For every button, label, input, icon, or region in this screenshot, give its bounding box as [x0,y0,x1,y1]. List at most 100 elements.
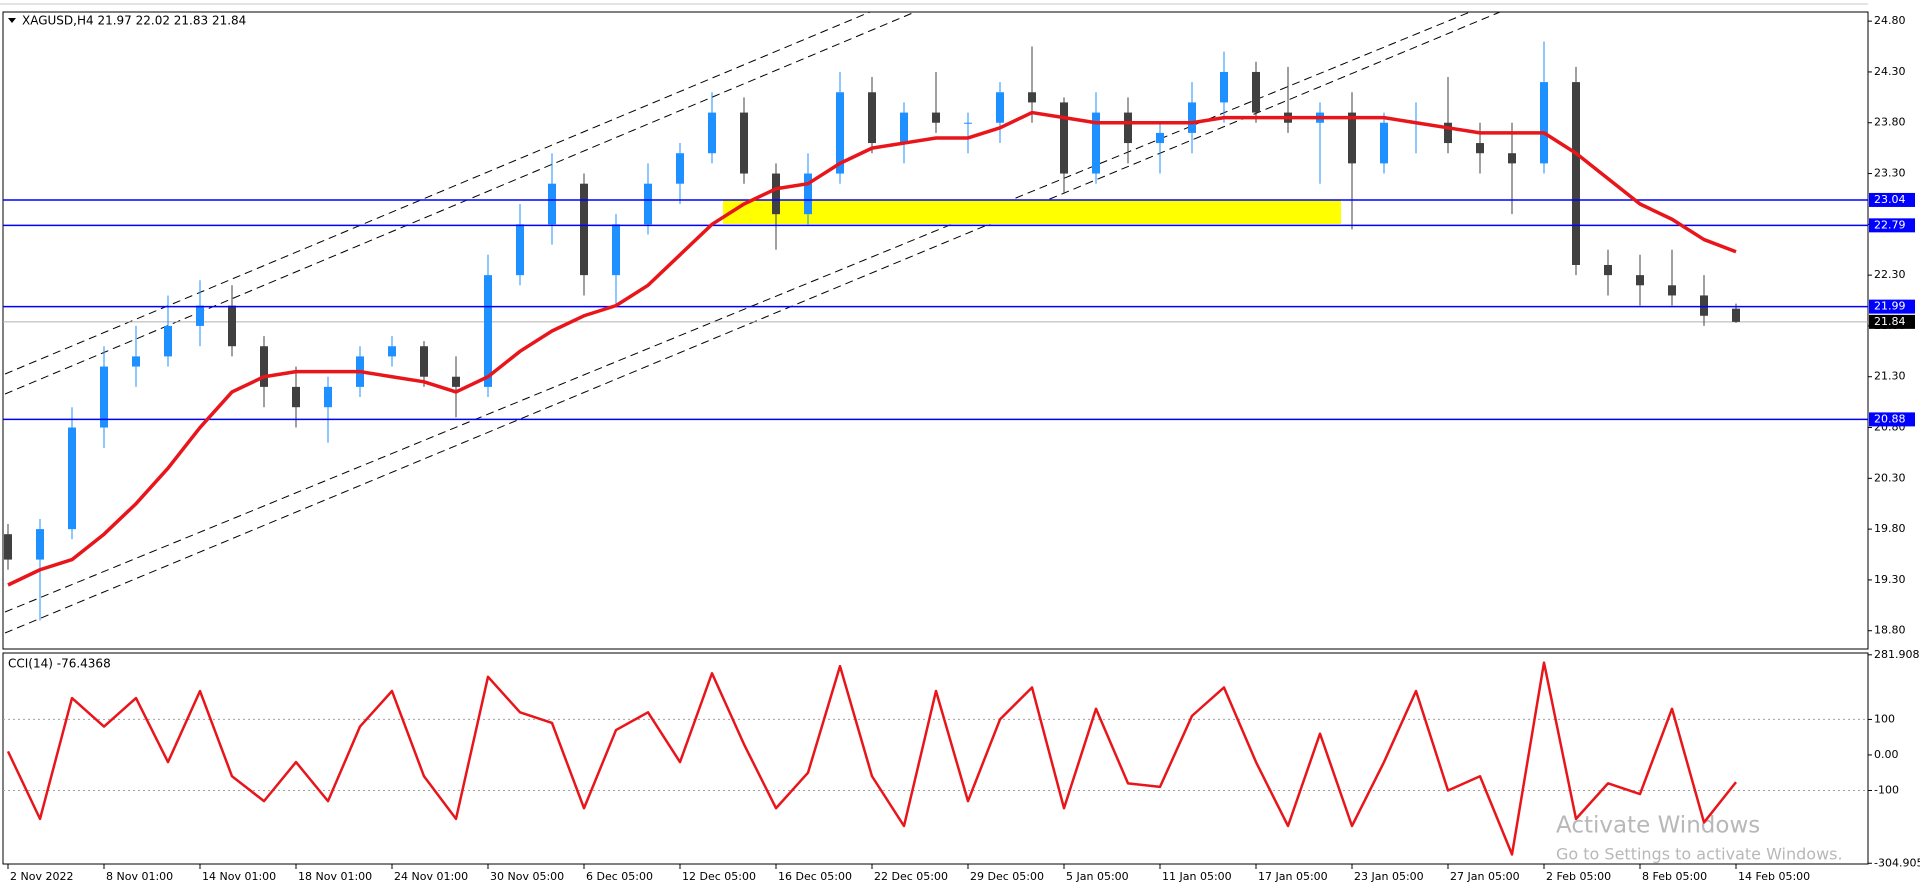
current-price-tag [1869,314,1915,329]
candle-body [836,92,844,174]
candle-body [900,112,908,144]
candle-body [1636,275,1644,286]
candle-body [68,427,76,530]
x-tick-label: 23 Jan 05:00 [1354,870,1424,883]
candle-body [1252,71,1260,113]
candle-body [452,376,460,387]
symbol-header: XAGUSD,H4 21.97 22.02 21.83 21.84 [22,14,246,28]
candle-body [1348,112,1356,164]
candle-body [644,183,652,225]
candle-body [1476,143,1484,154]
x-tick-label: 6 Dec 05:00 [586,870,653,883]
x-tick-label: 14 Feb 05:00 [1738,870,1810,883]
indicator-tick-label: 100 [1874,712,1895,725]
watermark-title: Activate Windows [1556,813,1760,839]
main-pane-frame [2,11,1869,650]
level-label: 23.04 [1874,193,1906,206]
indicator-tick-label: -304.905 [1874,856,1920,869]
candle-body [1092,112,1100,174]
candle-body [1604,264,1612,276]
candle-body [36,529,44,560]
current-price-label: 21.84 [1874,315,1906,328]
x-tick-label: 27 Jan 05:00 [1450,870,1520,883]
candle-body [324,386,332,408]
y-tick-label: 20.30 [1874,471,1906,484]
menu-arrow [8,18,16,23]
candle-body [1540,82,1548,164]
highlight-zone [723,200,1341,224]
x-tick-label: 24 Nov 01:00 [394,870,468,883]
candle-body [996,92,1004,123]
x-tick-label: 18 Nov 01:00 [298,870,372,883]
watermark-subtitle: Go to Settings to activate Windows. [1556,845,1843,864]
channel-line [4,12,1471,613]
candle-body [1508,153,1516,164]
candle-body [1700,295,1708,316]
y-tick-label: 24.80 [1874,14,1906,27]
indicator-title: CCI(14) -76.4368 [8,657,111,671]
candle-body [1124,112,1132,144]
y-tick-label: 24.30 [1874,65,1906,78]
candle-body [1220,71,1228,103]
indicator-tick-label: 0.00 [1874,748,1899,761]
candle-body [228,305,236,347]
candle-body [1156,132,1164,144]
candle-body [420,346,428,377]
candle-body [612,224,620,276]
candle-body [164,325,172,357]
candle-body [484,275,492,387]
candle-body [548,183,556,225]
candle-body [292,386,300,408]
candle-body [708,112,716,154]
channel-lines [4,12,1501,634]
candle-body [1060,102,1068,174]
y-tick-label: 19.30 [1874,573,1906,586]
x-tick-label: 16 Dec 05:00 [778,870,852,883]
x-tick-label: 8 Feb 05:00 [1642,870,1707,883]
candle-body [1380,122,1388,164]
y-tick-label: 19.80 [1874,522,1906,535]
x-tick-label: 8 Nov 01:00 [106,870,173,883]
level-tag [1869,299,1915,314]
level-label: 22.79 [1874,218,1906,231]
channel-line [4,12,871,375]
x-tick-label: 22 Dec 05:00 [874,870,948,883]
candle-body [1028,92,1036,103]
candle-body [1732,308,1740,322]
candle-body [964,122,972,124]
candle-body [4,534,12,560]
candle-body [772,173,780,215]
x-tick-label: 17 Jan 05:00 [1258,870,1328,883]
x-tick-label: 2 Nov 2022 [10,870,73,883]
level-tag [1869,192,1915,207]
candle-body [1572,82,1580,265]
candle-body [100,366,108,428]
candle-body [132,356,140,367]
y-tick-label: 23.30 [1874,167,1906,180]
candle-body [580,183,588,276]
x-tick-label: 11 Jan 05:00 [1162,870,1232,883]
candle-body [388,346,396,357]
x-tick-label: 5 Jan 05:00 [1066,870,1129,883]
x-tick-label: 12 Dec 05:00 [682,870,756,883]
level-label: 20.88 [1874,412,1906,425]
candle-body [196,305,204,326]
level-label: 21.99 [1874,300,1906,313]
candle-body [1188,102,1196,133]
candle-body [804,173,812,215]
candle-body [740,112,748,174]
y-tick-label: 23.80 [1874,116,1906,129]
candle-body [932,112,940,123]
indicator-tick-label: 281.908 [1874,648,1920,661]
indicator-tick-label: -100 [1874,783,1899,796]
y-tick-label: 18.80 [1874,624,1906,637]
channel-line [4,12,1501,634]
y-tick-label: 22.30 [1874,268,1906,281]
channel-line [4,12,916,395]
y-tick-label: 21.30 [1874,370,1906,383]
candle-body [868,92,876,144]
x-tick-label: 14 Nov 01:00 [202,870,276,883]
